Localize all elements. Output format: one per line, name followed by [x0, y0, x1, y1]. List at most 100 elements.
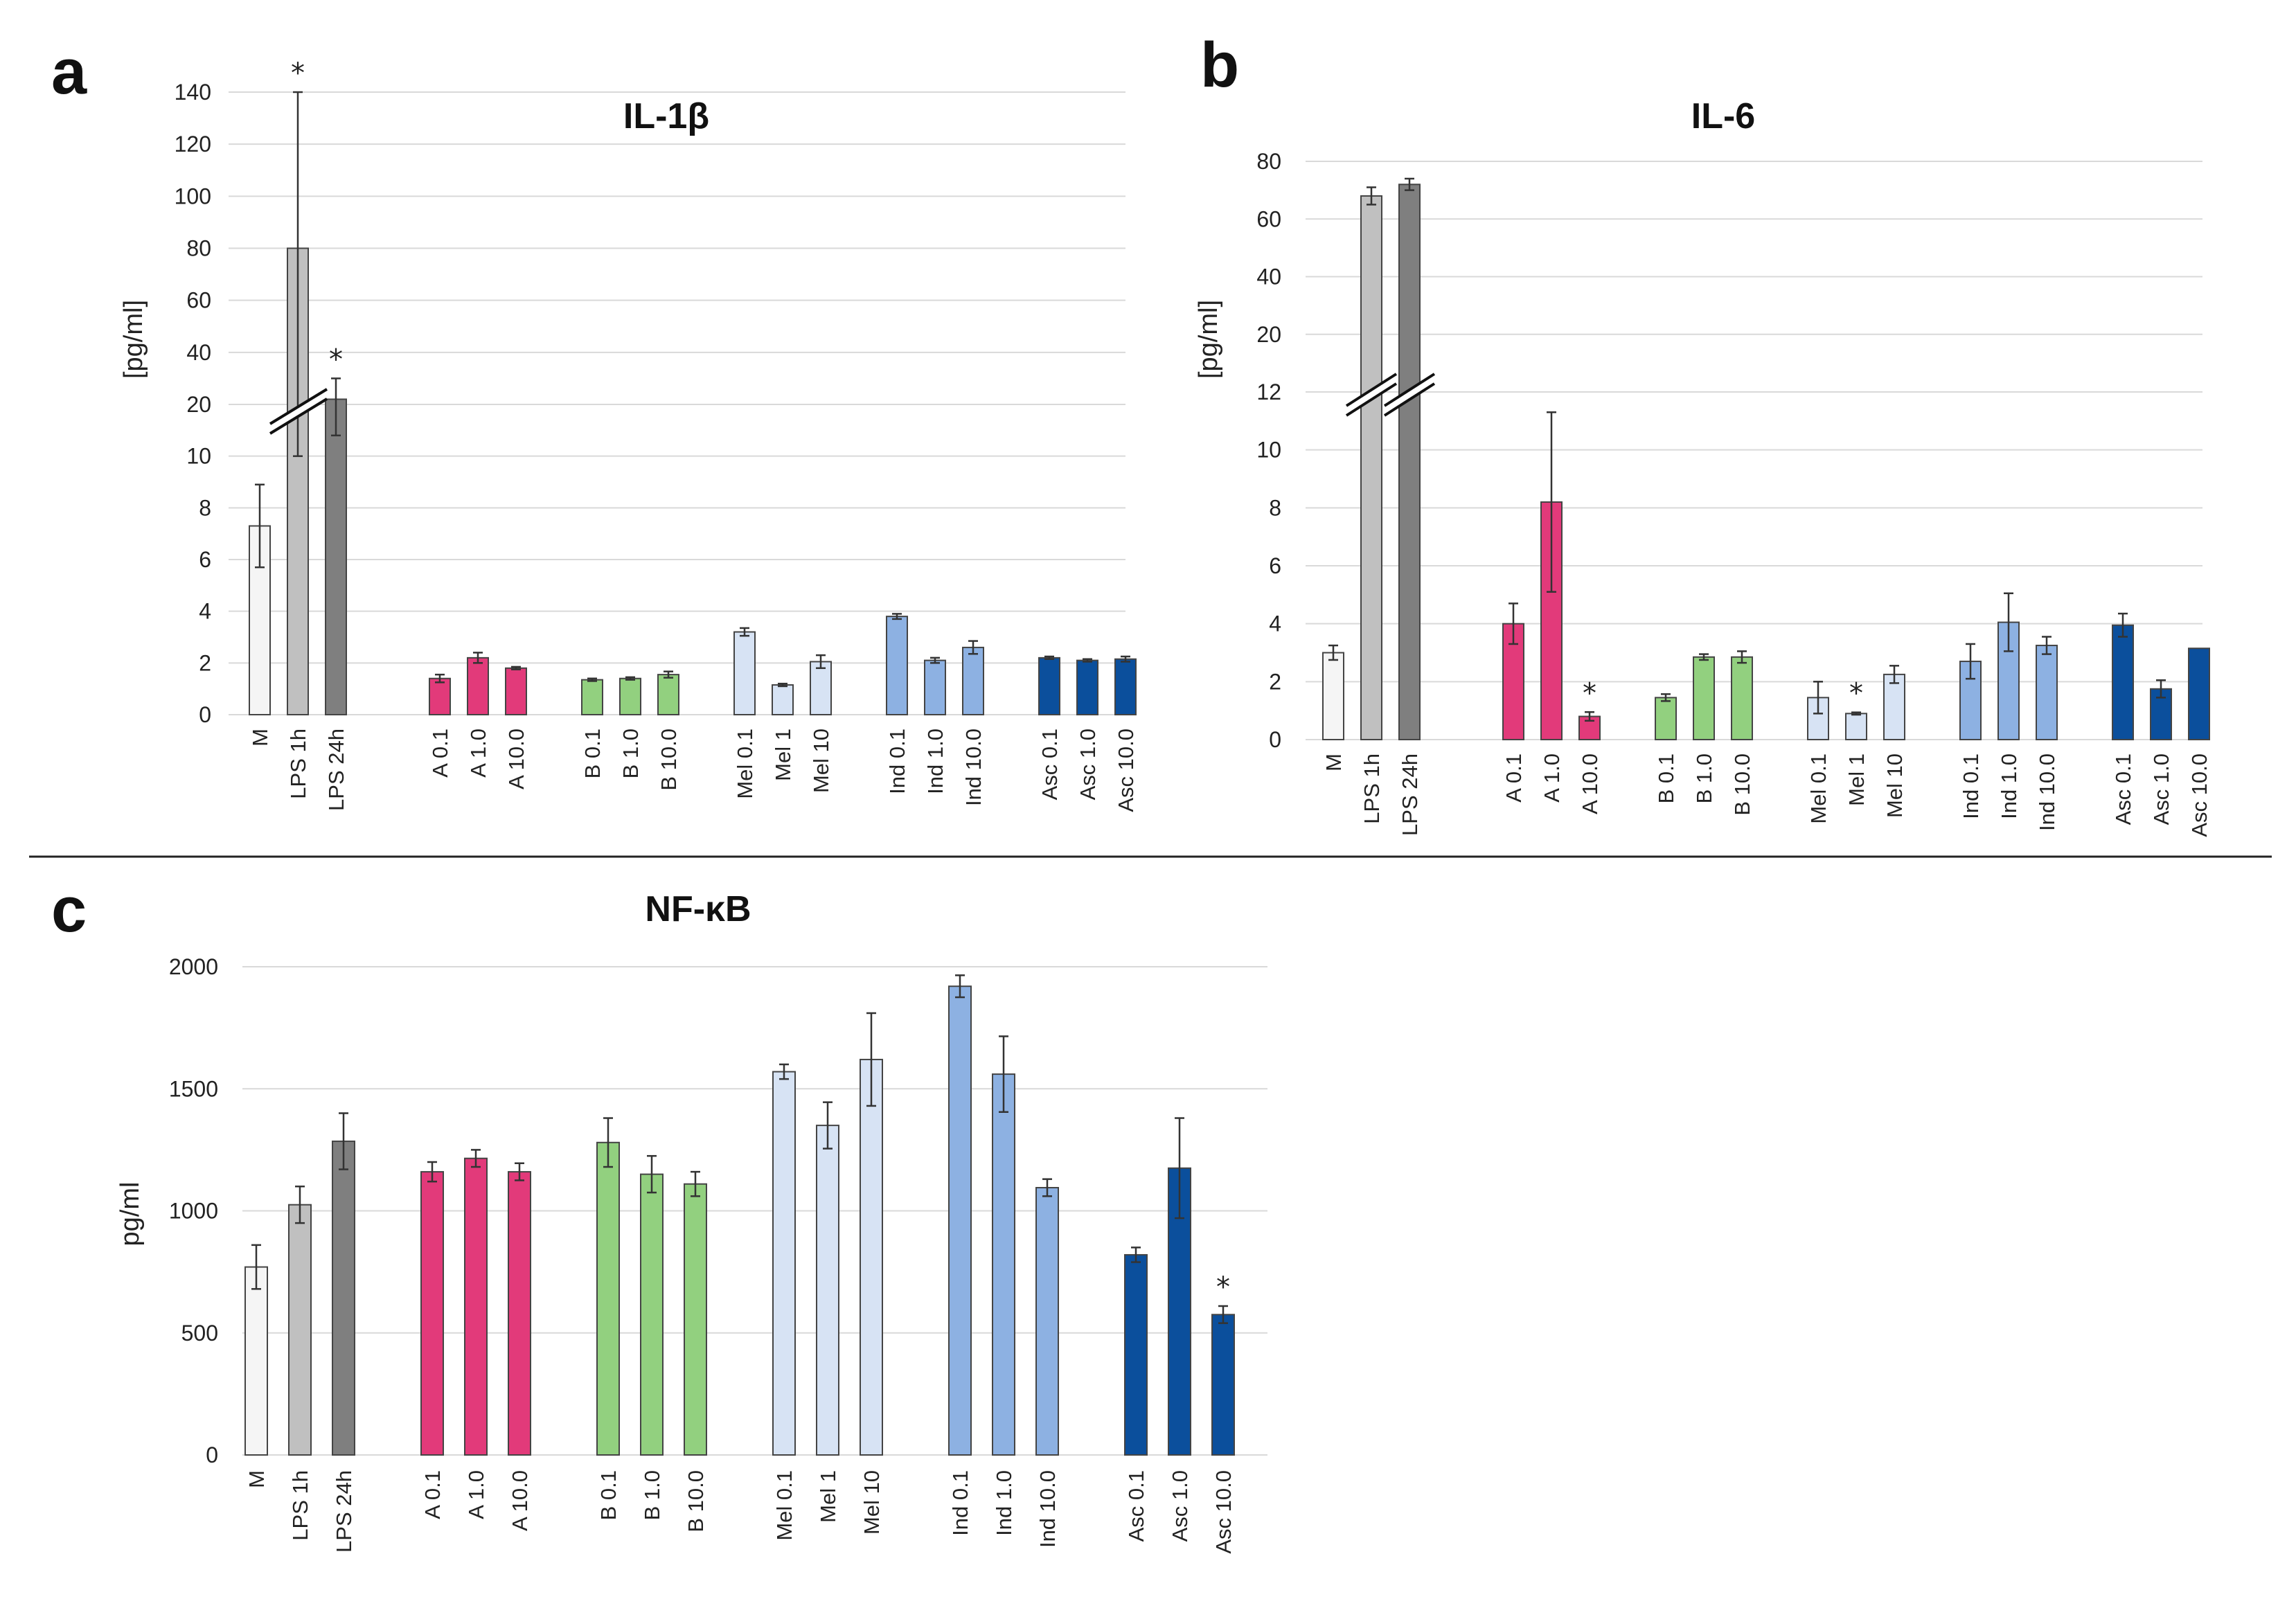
bar [619, 677, 641, 716]
y-tick-label: 40 [1256, 265, 1281, 289]
panel-a: a IL-1β [pg/ml] 0 2 4 6 8 10 20 40 60 80 100 120 140… [51, 37, 1138, 812]
axis-break-mark [269, 397, 328, 435]
bar [1038, 656, 1060, 715]
significance-star: * [1849, 678, 1863, 710]
x-tick-label: LPS 24h [1398, 753, 1422, 836]
x-tick-label: A 1.0 [464, 1470, 488, 1519]
x-tick-label: Mel 0.1 [1806, 753, 1831, 824]
x-tick-label: B 1.0 [1692, 753, 1716, 803]
bar [1997, 621, 2020, 741]
y-tick-label: 6 [1269, 553, 1281, 578]
y-tick-label: 10 [186, 444, 211, 469]
y-tick-label: 120 [175, 132, 211, 157]
bar [684, 1183, 707, 1456]
x-tick-label: A 0.1 [1502, 753, 1526, 803]
x-tick-label: B 10.0 [684, 1470, 708, 1533]
x-tick-label: Ind 1.0 [992, 1470, 1016, 1536]
x-tick-label: A 10.0 [508, 1470, 532, 1531]
axis-break-gap [270, 391, 326, 434]
bar [1883, 673, 1905, 740]
bar [1360, 195, 1382, 740]
bar [992, 1073, 1015, 1456]
x-tick-label: Mel 0.1 [733, 729, 757, 799]
y-tick-label: 4 [1269, 611, 1281, 636]
x-tick-label: LPS 24h [324, 729, 348, 811]
y-tick-label: 0 [1269, 727, 1281, 752]
axis-break-mark [1345, 373, 1398, 407]
bar [1076, 659, 1098, 715]
y-tick-label: 100 [175, 184, 211, 208]
y-tick-label: 10 [1256, 438, 1281, 463]
y-axis-label-a: [pg/ml] [119, 300, 148, 379]
x-tick-label: Asc 10.0 [1211, 1470, 1236, 1554]
x-tick-label: LPS 1h [288, 1470, 312, 1541]
chart-title-c: NF-κB [645, 889, 751, 929]
y-tick-label: 20 [186, 392, 211, 417]
bar [505, 667, 527, 715]
x-tick-label: B 10.0 [657, 729, 681, 791]
x-tick-label: B 0.1 [596, 1470, 621, 1520]
x-tick-label: Asc 1.0 [2149, 753, 2173, 825]
bar [962, 646, 984, 716]
panel-label-a: a [51, 37, 87, 107]
x-tick-label: B 10.0 [1730, 753, 1754, 816]
x-tick-label: Ind 10.0 [2035, 753, 2059, 831]
x-tick-label: Ind 0.1 [948, 1470, 972, 1536]
bar [1693, 656, 1715, 741]
bar [640, 1173, 664, 1456]
axis-break-mark [1345, 382, 1398, 417]
bar [924, 659, 946, 715]
x-tick-label: Ind 1.0 [923, 729, 947, 794]
significance-star: * [1216, 1271, 1230, 1303]
bar [1114, 658, 1137, 716]
bar [508, 1171, 531, 1456]
x-tick-label: B 0.1 [580, 729, 605, 778]
y-tick-label: 6 [199, 547, 211, 572]
x-tick-label: Asc 10.0 [2187, 753, 2212, 837]
significance-star: * [291, 57, 305, 89]
x-tick-label: Asc 0.1 [1124, 1470, 1148, 1542]
bar [1731, 656, 1753, 741]
panel-label-b: b [1200, 30, 1239, 100]
x-tick-label: M [244, 1470, 269, 1488]
bar [429, 677, 451, 716]
x-tick-label: LPS 1h [1360, 753, 1384, 824]
x-tick-label: Ind 0.1 [885, 729, 909, 794]
x-tick-label: A 0.1 [420, 1470, 445, 1519]
bar [1124, 1253, 1148, 1456]
y-tick-label: 140 [175, 80, 211, 105]
x-tick-label: B 1.0 [640, 1470, 664, 1520]
bar [657, 674, 679, 716]
chart-title-b: IL-6 [1691, 96, 1755, 136]
bar [581, 679, 603, 715]
bar [816, 1125, 839, 1456]
y-tick-label: 8 [199, 495, 211, 520]
x-tick-label: Mel 10 [860, 1470, 884, 1535]
bar [1211, 1314, 1235, 1456]
x-tick-label: A 1.0 [466, 729, 490, 778]
x-tick-label: Ind 10.0 [961, 729, 986, 806]
x-tick-label: Asc 1.0 [1076, 729, 1100, 800]
y-tick-label: 8 [1269, 495, 1281, 520]
panel-c: c NF-κB pg/ml 0 500 1000 1500 2000 M LPS 1h LP… [51, 875, 1267, 1554]
y-tick-label: 1000 [169, 1199, 218, 1224]
bar [244, 1266, 268, 1456]
bar [772, 684, 794, 715]
y-tick-label: 0 [206, 1442, 218, 1467]
significance-star: * [329, 343, 343, 375]
x-tick-label: Mel 1 [816, 1470, 840, 1523]
bar [1322, 652, 1344, 740]
bar [860, 1058, 883, 1456]
bar [596, 1141, 620, 1456]
x-tick-label: Ind 0.1 [1959, 753, 1983, 819]
x-tick-label: B 0.1 [1654, 753, 1678, 803]
y-tick-label: 2 [1269, 669, 1281, 694]
bar [1845, 713, 1867, 740]
bar [2188, 647, 2210, 740]
bar [772, 1071, 796, 1456]
bar [464, 1157, 488, 1456]
bar [288, 1204, 312, 1456]
bar [1035, 1187, 1059, 1456]
x-tick-label: M [248, 729, 272, 747]
y-tick-label: 4 [199, 599, 211, 624]
